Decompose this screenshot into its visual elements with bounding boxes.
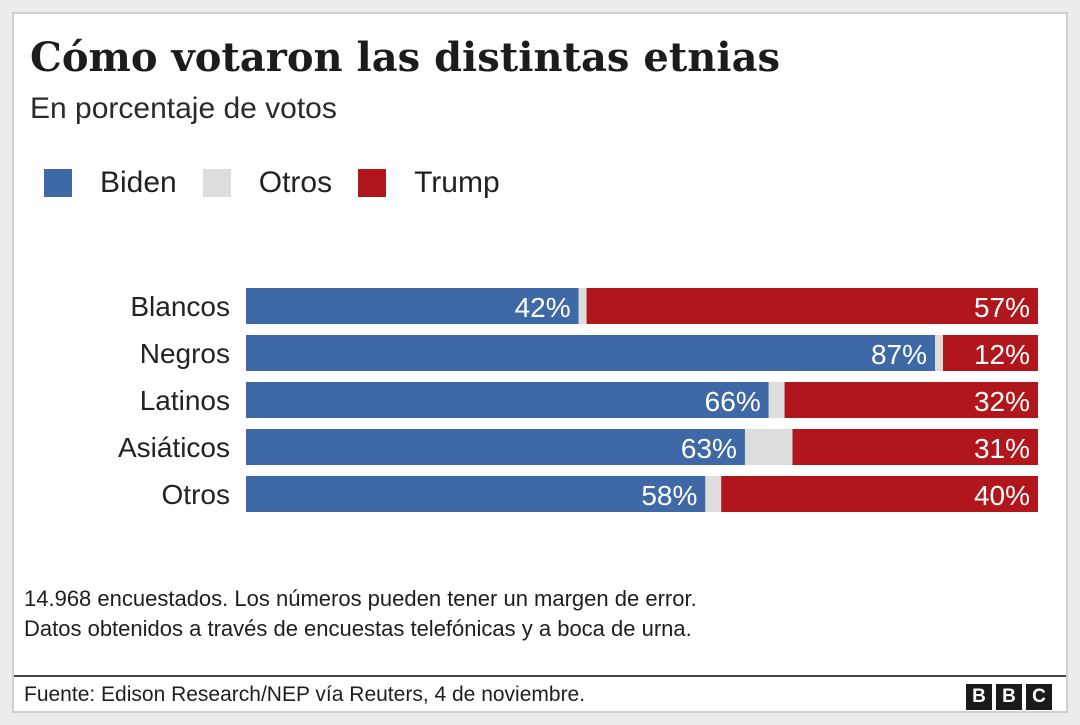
category-label-otros: Otros	[162, 479, 230, 510]
bbc-logo-block-2: B	[996, 684, 1022, 710]
bar-trump-blancos	[586, 288, 1038, 324]
legend-item-trump: Trump	[358, 166, 500, 200]
bar-trump-asiaticos	[792, 429, 1038, 465]
bbc-logo: B B C	[962, 684, 1052, 710]
value-label-biden-latinos: 66%	[705, 386, 761, 417]
bar-trump-otros	[721, 476, 1038, 512]
chart-card: Cómo votaron las distintas etnias En por…	[12, 12, 1068, 713]
chart-subtitle: En porcentaje de votos	[30, 92, 337, 125]
bar-otros-asiaticos	[744, 429, 793, 465]
footnote-line-1: 14.968 encuestados. Los números pueden t…	[24, 586, 697, 611]
footnote: 14.968 encuestados. Los números pueden t…	[24, 584, 697, 644]
legend-swatch-otros	[202, 169, 231, 197]
legend-item-biden: Biden	[44, 166, 177, 200]
bar-otros-latinos	[768, 382, 785, 418]
legend-label-otros: Otros	[258, 166, 333, 199]
bar-otros-blancos	[578, 288, 587, 324]
legend-label-trump: Trump	[414, 166, 500, 199]
bar-trump-latinos	[784, 382, 1038, 418]
value-label-trump-latinos: 32%	[974, 386, 1030, 417]
bar-otros-negros	[935, 335, 943, 371]
category-label-blancos: Blancos	[130, 291, 230, 322]
value-label-biden-otros: 58%	[641, 480, 697, 511]
stacked-bar-chart: Blancos 42% 57% Negros 87% 12% Latinos 66% 32% As…	[118, 288, 1038, 512]
bar-biden-asiaticos	[246, 429, 745, 465]
footnote-line-2: Datos obtenidos a través de encuestas te…	[24, 616, 692, 641]
legend: Biden Otros Trump	[44, 166, 526, 200]
category-label-asiaticos: Asiáticos	[118, 432, 230, 463]
bar-otros-otros	[705, 476, 722, 512]
bar-biden-latinos	[246, 382, 769, 418]
value-label-biden-asiaticos: 63%	[681, 433, 737, 464]
source-text: Fuente: Edison Research/NEP vía Reuters,…	[24, 683, 586, 706]
category-label-latinos: Latinos	[140, 385, 230, 416]
value-label-trump-blancos: 57%	[974, 292, 1030, 323]
bar-trump-negros	[942, 335, 1038, 371]
value-label-trump-otros: 40%	[974, 480, 1030, 511]
footer-divider	[14, 675, 1066, 677]
bbc-logo-block-1: B	[966, 684, 992, 710]
bar-biden-negros	[246, 335, 936, 371]
bar-biden-blancos	[246, 288, 579, 324]
legend-swatch-biden	[44, 169, 72, 197]
bar-biden-otros	[246, 476, 706, 512]
legend-item-otros: Otros	[202, 166, 333, 200]
value-label-trump-asiaticos: 31%	[974, 433, 1030, 464]
legend-label-biden: Biden	[100, 166, 177, 199]
category-label-negros: Negros	[140, 338, 230, 369]
value-label-biden-blancos: 42%	[515, 292, 571, 323]
chart-title: Cómo votaron las distintas etnias	[30, 34, 780, 81]
value-label-trump-negros: 12%	[974, 339, 1030, 370]
value-label-biden-negros: 87%	[871, 339, 927, 370]
bbc-logo-block-3: C	[1026, 684, 1052, 710]
legend-swatch-trump	[358, 169, 387, 197]
